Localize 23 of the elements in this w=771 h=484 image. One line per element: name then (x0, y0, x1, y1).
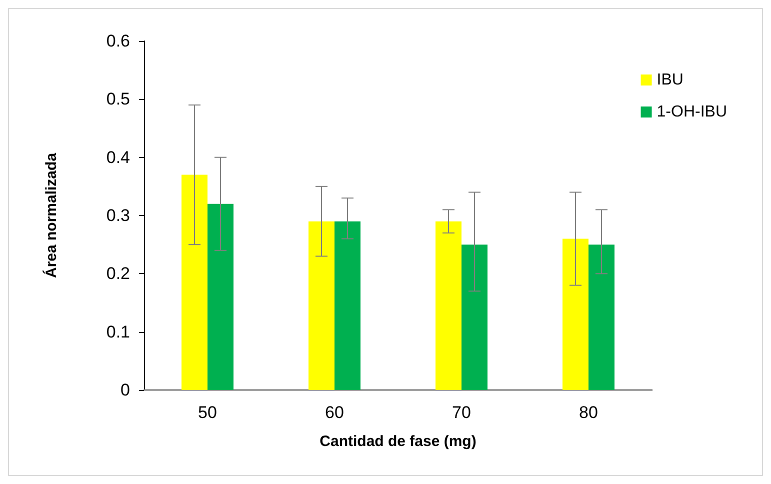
y-tick-label: 0.2 (106, 264, 130, 284)
y-tick-label: 0.6 (106, 32, 130, 50)
legend-label: 1-OH-IBU (656, 104, 728, 120)
bar (562, 238, 588, 390)
legend-label: IBU (656, 72, 684, 88)
y-tick-label: 0.4 (106, 148, 130, 167)
y-tick-label: 0 (120, 380, 130, 400)
bar (462, 244, 488, 390)
x-tick-label: 70 (452, 403, 471, 422)
bar (208, 204, 234, 390)
bar (588, 244, 614, 390)
y-tick-label: 0.1 (106, 322, 130, 342)
x-axis-title: Cantidad de fase (mg) (320, 433, 476, 450)
bar (334, 221, 360, 390)
bar (308, 221, 334, 390)
x-tick-label: 60 (325, 403, 344, 422)
y-tick-label: 0.3 (106, 206, 130, 225)
bar (436, 221, 462, 390)
x-tick-label: 50 (198, 403, 217, 422)
y-tick-label: 0.5 (106, 90, 130, 109)
x-tick-label: 80 (579, 403, 598, 422)
y-axis-title: Área normalizada (42, 152, 60, 278)
bar (182, 174, 208, 390)
